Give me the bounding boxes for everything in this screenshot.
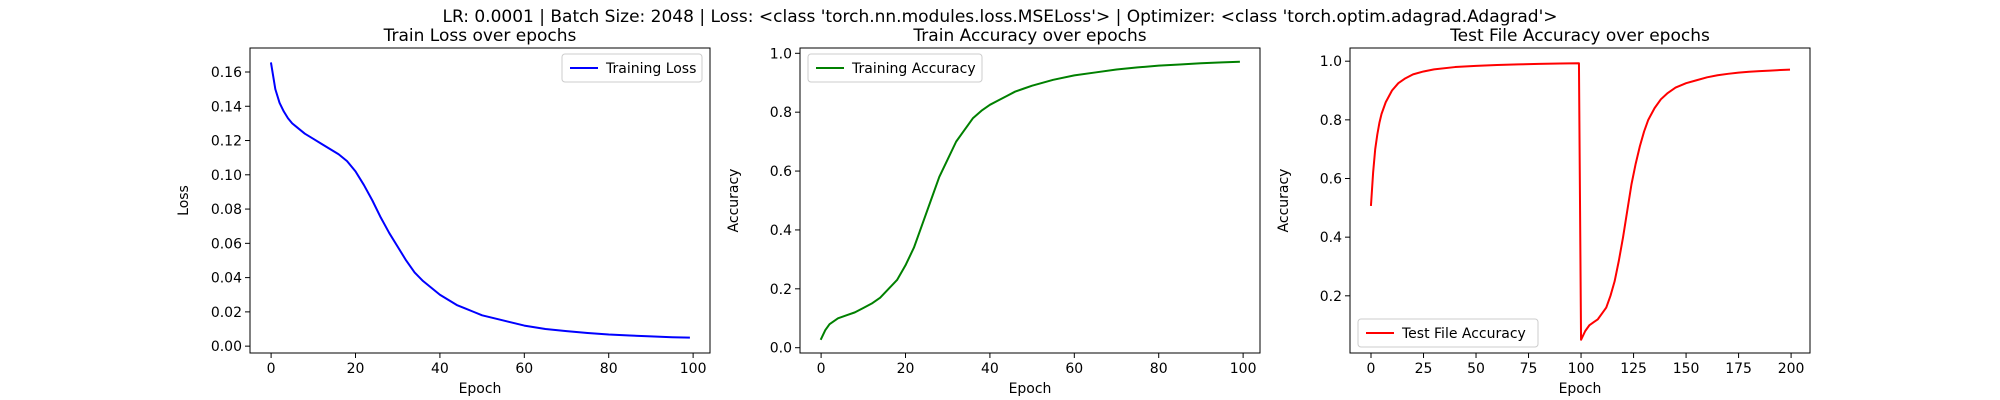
y-tick-label: 0.12 [211,134,242,150]
y-tick-label: 0.8 [770,105,792,121]
axes-frame [799,47,1261,354]
x-tick-label: 0 [267,361,276,377]
series-line-test-file-accuracy [1369,62,1791,341]
chart-title: Test File Accuracy over epochs [1449,26,1710,46]
x-tick-label: 200 [1778,361,1805,377]
x-tick-label: 40 [431,361,449,377]
legend-label: Training Loss [605,61,696,77]
y-tick-label: 1.0 [1320,54,1342,70]
x-tick-label: 50 [1467,361,1485,377]
x-tick-label: 0 [817,361,826,377]
y-tick-label: 0.14 [211,99,242,115]
x-tick-label: 150 [1673,361,1700,377]
chart-panel-2: Train Accuracy over epochs 0 20 40 60 80 100 0.… [726,26,1261,397]
x-tick-label: 100 [680,361,707,377]
x-tick-label: 40 [981,361,999,377]
y-tick-label: 0.10 [211,168,242,184]
y-tick-label: 0.6 [770,164,792,180]
x-axis-label: Epoch [1009,381,1052,397]
series-line-training-accuracy [819,60,1240,341]
x-tick-label: 100 [1568,361,1595,377]
y-tick-label: 0.16 [211,65,242,81]
x-tick-label: 125 [1620,361,1647,377]
y-tick-label: 0.8 [1320,113,1342,129]
x-tick-label: 175 [1725,361,1752,377]
x-tick-label: 25 [1415,361,1433,377]
legend-label: Test File Accuracy [1401,326,1526,342]
x-axis-label: Epoch [1559,381,1602,397]
y-tick-label: 0.08 [211,202,242,218]
y-tick-label: 0.0 [770,341,792,357]
y-tick-label: 0.02 [211,305,242,321]
x-tick-label: 60 [1065,361,1083,377]
y-tick-label: 1.0 [770,46,792,62]
y-tick-label: 0.00 [211,339,242,355]
legend-label: Training Accuracy [851,61,976,77]
y-tick-label: 0.4 [770,223,792,239]
legend-box [561,53,703,83]
x-tick-label: 80 [1150,361,1168,377]
x-tick-label: 75 [1520,361,1538,377]
x-tick-label: 20 [347,361,365,377]
y-tick-label: 0.2 [1320,289,1342,305]
y-axis-label: Accuracy [726,169,742,233]
x-tick-label: 20 [897,361,915,377]
y-tick-label: 0.6 [1320,172,1342,188]
x-tick-label: 100 [1230,361,1257,377]
axes-frame [1349,47,1811,354]
y-axis-label: Accuracy [1276,169,1292,233]
chart-title: Train Accuracy over epochs [912,26,1146,46]
figure-suptitle: LR: 0.0001 | Batch Size: 2048 | Loss: <c… [442,7,1557,27]
x-tick-label: 60 [515,361,533,377]
axes-frame [249,47,711,354]
legend-box [1357,318,1539,348]
y-axis-label: Loss [176,185,192,216]
x-axis-label: Epoch [459,381,502,397]
y-tick-label: 0.4 [1320,230,1342,246]
legend: Training Loss [561,53,703,83]
legend: Test File Accuracy [1357,318,1539,348]
y-tick-label: 0.2 [770,282,792,298]
x-tick-label: 80 [600,361,618,377]
y-tick-label: 0.04 [211,271,242,287]
chart-panel-3: Test File Accuracy over epochs 0 25 50 75 100… [1276,26,1811,397]
y-tick-label: 0.06 [211,236,242,252]
x-tick-label: 0 [1367,361,1376,377]
legend: Training Accuracy [807,53,983,83]
series-line-training-loss [269,62,690,339]
legend-box [807,53,983,83]
chart-panel-1: Train Loss over epochs 0 20 40 60 80 100 0.00 0.… [176,26,711,397]
chart-title: Train Loss over epochs [383,26,577,46]
